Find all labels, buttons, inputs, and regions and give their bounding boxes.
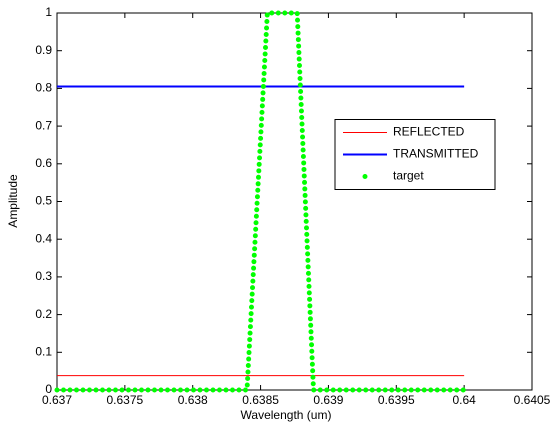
x-tick-label: 0.6405 (514, 393, 551, 407)
x-tick-label: 0.639 (313, 393, 343, 407)
x-axis-label: Wavelength (um) (241, 408, 332, 422)
y-tick-label: 0.1 (35, 344, 52, 358)
y-tick-label: 0.7 (35, 118, 52, 132)
plot-frame (56, 12, 533, 391)
x-tick-label: 0.637 (42, 393, 72, 407)
y-tick-label: 0.9 (35, 43, 52, 57)
x-tick-label: 0.638 (178, 393, 208, 407)
y-axis-label: Amplitude (6, 174, 20, 228)
y-tick-label: 0.3 (35, 269, 52, 283)
legend-label: REFLECTED (393, 125, 465, 139)
x-tick-label: 0.64 (452, 393, 476, 407)
y-tick-label: 0 (45, 382, 52, 396)
legend-label: target (393, 169, 424, 183)
y-tick-label: 0.2 (35, 307, 52, 321)
y-tick-label: 0.5 (35, 194, 52, 208)
x-tick-label: 0.6395 (378, 393, 415, 407)
series-line (54, 10, 467, 393)
y-tick-label: 0.8 (35, 81, 52, 95)
x-tick-label: 0.6385 (242, 393, 279, 407)
legend-swatch (362, 174, 368, 179)
x-tick-label: 0.6375 (107, 393, 144, 407)
legend-label: TRANSMITTED (393, 147, 479, 161)
y-tick-label: 0.6 (35, 156, 52, 170)
y-tick-label: 1 (45, 5, 52, 19)
legend-box (334, 119, 496, 190)
y-tick-label: 0.4 (35, 231, 52, 245)
